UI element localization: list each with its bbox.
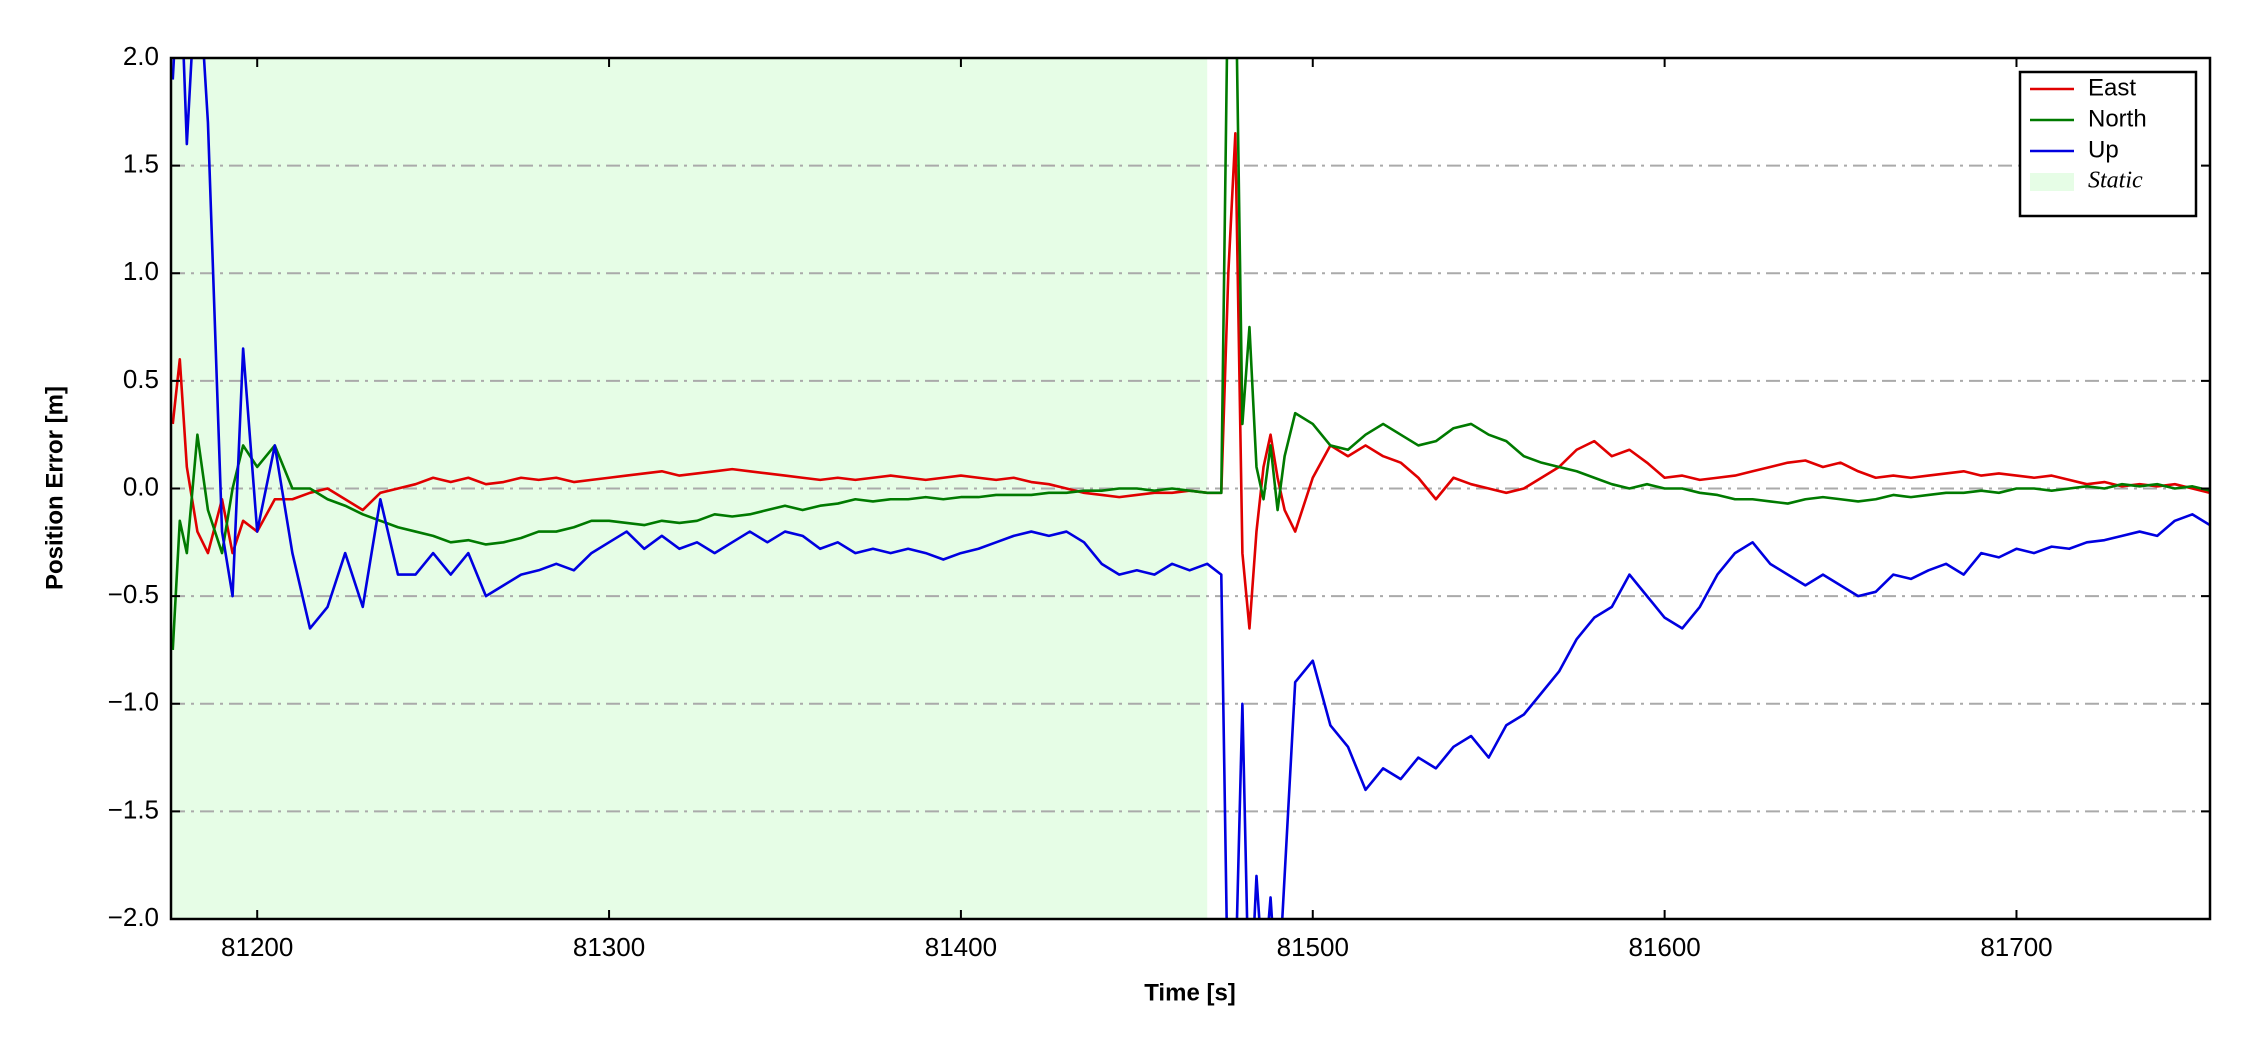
legend-label: East [2088,74,2136,101]
x-tick-label: 81300 [573,932,645,962]
y-tick-label: −2.0 [108,902,159,932]
y-tick-label: 0.0 [123,471,159,501]
x-axis-label: Time [s] [1144,979,1236,1006]
y-tick-label: −0.5 [108,579,159,609]
y-tick-label: −1.0 [108,687,159,717]
x-tick-label: 81400 [925,932,997,962]
series-line [171,58,2210,919]
y-tick-label: 0.5 [123,364,159,394]
y-tick-label: −1.5 [108,794,159,824]
x-tick-label: 81200 [221,932,293,962]
legend: East North Up Static [2018,70,2198,218]
x-tick-label: 81700 [1980,932,2052,962]
ticks: −2.0 −1.5 −1.0 −0.5 0.0 0.5 1.0 1.5 2.0 81200 8130… [108,41,2210,962]
x-tick-label: 81600 [1628,932,1700,962]
legend-box [2018,70,2198,218]
legend-label: Static [2088,168,2143,194]
plot-lines [171,58,2210,919]
y-tick-label: 1.0 [123,256,159,286]
y-tick-label: 1.5 [123,149,159,179]
y-tick-label: 2.0 [123,41,159,71]
legend-label: Up [2088,136,2119,163]
legend-swatch [2030,173,2074,191]
series-line [171,58,2210,651]
y-axis-label: Position Error [m] [41,386,68,590]
x-tick-label: 81500 [1277,932,1349,962]
legend-label: North [2088,105,2147,132]
